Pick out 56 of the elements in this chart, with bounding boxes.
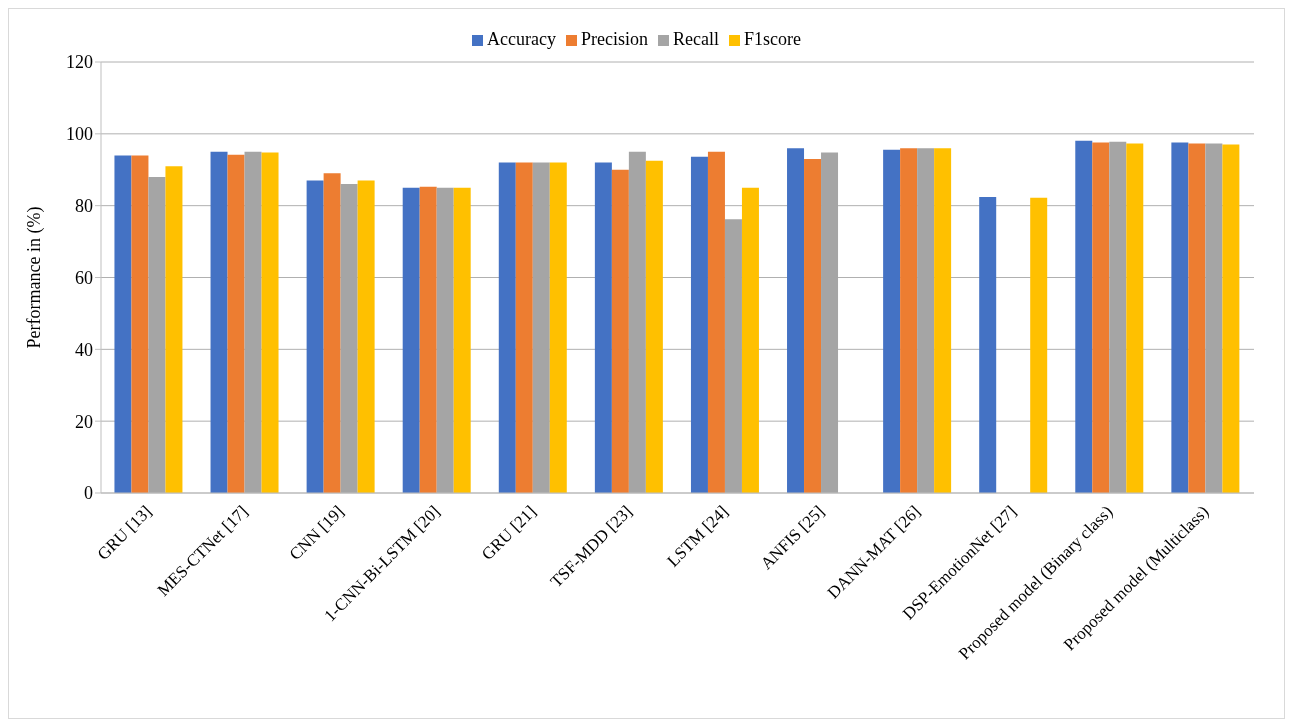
bar [306,180,324,493]
bar [1109,141,1127,493]
bar [724,219,742,493]
bar [1205,143,1223,493]
y-tick-label: 80 [75,196,93,217]
y-tick-label: 60 [75,267,93,288]
bar [1222,144,1240,493]
bar [594,162,612,493]
bar [1126,143,1144,493]
bar [690,156,708,493]
bar [323,173,341,493]
legend-label: Accuracy [487,29,556,49]
bar [515,162,533,493]
bar [1075,140,1093,493]
bar [148,176,166,493]
bar [498,162,516,493]
bar [261,152,279,493]
bar [436,187,454,493]
bar [419,186,437,493]
bar [883,149,901,493]
bar [979,197,997,493]
bar [934,148,952,493]
y-tick-label: 0 [84,483,93,504]
bar [917,148,935,493]
bar [131,155,149,493]
bar [1092,142,1110,493]
y-tick-label: 40 [75,339,93,360]
legend-label: Precision [580,29,648,49]
bar [453,187,471,493]
bar [210,151,228,493]
bar [707,151,725,493]
bar [244,151,262,493]
bar [357,180,375,493]
y-tick-label: 20 [75,411,93,432]
legend-label: Recall [672,29,719,49]
bar [227,154,245,493]
bar [900,148,918,493]
bar [340,184,358,493]
bar [741,187,759,493]
legend-label: F1score [743,29,801,49]
bar [1030,197,1048,493]
bar [645,160,663,493]
y-tick-label: 120 [66,52,93,73]
bar [165,166,183,493]
bar [1171,142,1189,493]
y-tick-label: 100 [66,124,93,145]
bar [1188,143,1206,493]
bar [628,151,646,493]
y-axis-title: Performance in (%) [24,206,46,349]
bar [402,187,420,493]
bar [114,155,132,493]
bar [611,169,629,493]
bar [787,148,805,493]
bar [549,162,567,493]
bar [532,162,550,493]
bar [804,158,822,493]
